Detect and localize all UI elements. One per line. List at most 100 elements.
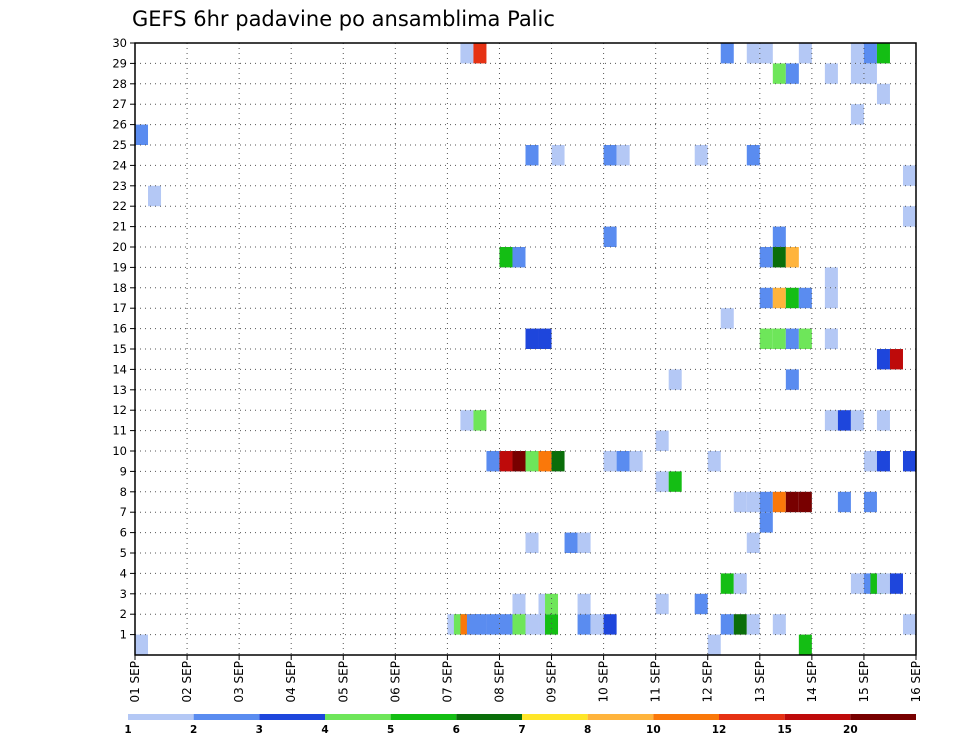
heatmap-cell xyxy=(824,287,838,309)
colorbar-label: 10 xyxy=(646,724,661,736)
heatmap-cell xyxy=(707,451,721,472)
heatmap-cell xyxy=(824,410,838,431)
heatmap-cell xyxy=(512,593,526,615)
x-tick-label: 11 SEP xyxy=(649,661,663,703)
heatmap-cell xyxy=(850,573,864,594)
heatmap-cell xyxy=(525,614,539,635)
heatmap-cell xyxy=(772,614,786,635)
colorbar-swatch xyxy=(193,714,260,720)
colorbar-label: 3 xyxy=(256,724,263,736)
colorbar-swatch xyxy=(128,714,194,720)
y-axis: 1234567891011121314151617181920212223242… xyxy=(112,36,135,642)
heatmap-cell xyxy=(603,226,617,247)
heatmap-cell xyxy=(616,145,630,166)
heatmap-cell xyxy=(746,532,760,553)
heatmap-cell xyxy=(499,451,513,472)
y-tick-label: 9 xyxy=(120,464,127,478)
y-tick-label: 2 xyxy=(120,607,127,621)
heatmap-cell xyxy=(720,43,734,64)
colorbar-legend: 1 2 3 4 5 6 7 8 10 12 15 20 xyxy=(124,714,916,736)
heatmap-cell xyxy=(902,451,916,472)
heatmap-cell xyxy=(746,145,760,166)
x-tick-label: 07 SEP xyxy=(440,661,454,703)
colorbar-swatch xyxy=(653,714,719,720)
heatmap-cell xyxy=(551,145,565,166)
heatmap-cell xyxy=(551,451,565,472)
x-tick-label: 15 SEP xyxy=(857,661,871,703)
heatmap-cell xyxy=(798,328,812,349)
colorbar-label: 7 xyxy=(518,724,525,736)
colorbar-swatch xyxy=(456,714,522,720)
x-tick-label: 12 SEP xyxy=(701,661,715,703)
colorbar-swatch xyxy=(259,714,325,720)
heatmap-cell xyxy=(473,43,487,64)
colorbar-swatch xyxy=(522,714,588,720)
heatmap-cell xyxy=(876,349,890,370)
heatmap-cell xyxy=(759,287,773,309)
heatmap-cell xyxy=(863,451,877,472)
heatmap-cell xyxy=(798,287,812,309)
colorbar-label: 8 xyxy=(584,724,591,736)
heatmap-cell xyxy=(512,247,526,268)
x-tick-label: 13 SEP xyxy=(753,661,767,703)
heatmap-cell xyxy=(876,43,890,64)
colorbar-label: 6 xyxy=(453,724,460,736)
heatmap-cell xyxy=(512,614,526,635)
heatmap-cell xyxy=(772,328,786,349)
heatmap-cell xyxy=(785,369,799,390)
heatmap-cell xyxy=(759,491,773,513)
y-tick-label: 17 xyxy=(112,301,127,315)
chart-title: GEFS 6hr padavine po ansamblima Palic xyxy=(132,7,555,31)
heatmap-cell xyxy=(850,63,864,84)
y-tick-label: 28 xyxy=(112,77,127,91)
heatmap-cell xyxy=(863,63,877,84)
heatmap-cell xyxy=(577,614,591,635)
heatmap-cell xyxy=(772,491,786,513)
heatmap-cell xyxy=(525,145,539,166)
heatmap-cell xyxy=(759,328,773,349)
y-tick-label: 19 xyxy=(112,260,127,274)
heatmap-cell xyxy=(902,206,916,227)
x-tick-label: 08 SEP xyxy=(492,661,506,703)
heatmap-cell xyxy=(798,634,812,655)
y-tick-label: 12 xyxy=(112,403,127,417)
y-tick-label: 15 xyxy=(112,342,127,356)
x-tick-label: 10 SEP xyxy=(597,661,611,703)
heatmap-cell xyxy=(486,614,500,635)
heatmap-cell xyxy=(863,491,877,513)
heatmap-cell xyxy=(746,491,760,513)
heatmap-cell xyxy=(668,369,682,390)
y-tick-label: 14 xyxy=(112,362,127,376)
heatmap-cell xyxy=(733,491,747,513)
colorbar-swatch xyxy=(719,714,785,720)
heatmap-cell xyxy=(720,308,734,329)
y-tick-label: 20 xyxy=(112,240,127,254)
heatmap-cell xyxy=(785,247,799,268)
heatmap-cell xyxy=(772,287,786,309)
y-tick-label: 21 xyxy=(112,220,127,234)
colorbar-label: 20 xyxy=(843,724,858,736)
heatmap-cell xyxy=(655,471,669,492)
heatmap-cell xyxy=(499,247,513,268)
heatmap-cell xyxy=(785,491,799,513)
x-tick-label: 03 SEP xyxy=(232,661,246,703)
heatmap-cell xyxy=(135,124,149,145)
y-tick-label: 30 xyxy=(112,36,127,50)
heatmap-cell xyxy=(876,410,890,431)
heatmap-cell xyxy=(694,593,708,615)
heatmap-cell xyxy=(694,145,708,166)
heatmap-cell xyxy=(837,491,851,513)
colorbar-swatch xyxy=(784,714,851,720)
x-tick-label: 09 SEP xyxy=(545,661,559,703)
heatmap-cell xyxy=(733,573,747,594)
colorbar-label: 5 xyxy=(387,724,394,736)
heatmap-cell xyxy=(850,104,864,125)
heatmap-cell xyxy=(824,63,838,84)
heatmap-cell xyxy=(824,267,838,288)
heatmap-cell xyxy=(876,573,890,594)
heatmap-cell xyxy=(785,328,799,349)
colorbar-swatch xyxy=(325,714,391,720)
heatmap-cell xyxy=(473,410,487,431)
x-tick-label: 05 SEP xyxy=(336,661,350,703)
heatmap-cell xyxy=(876,451,890,472)
